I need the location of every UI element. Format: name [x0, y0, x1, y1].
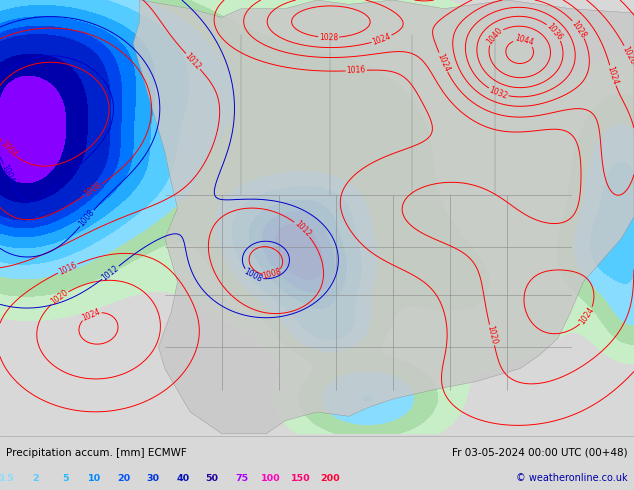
Text: 50: 50 — [205, 474, 219, 483]
Text: 1040: 1040 — [485, 26, 505, 47]
Text: 1024: 1024 — [81, 307, 102, 322]
Text: © weatheronline.co.uk: © weatheronline.co.uk — [516, 473, 628, 483]
Text: Precipitation accum. [mm] ECMWF: Precipitation accum. [mm] ECMWF — [6, 448, 187, 458]
Text: 1020: 1020 — [621, 45, 634, 66]
Text: 1032: 1032 — [488, 85, 509, 100]
Text: 40: 40 — [176, 474, 190, 483]
Text: 10: 10 — [88, 474, 101, 483]
Text: 1036: 1036 — [545, 22, 564, 42]
Text: 1012: 1012 — [100, 263, 121, 282]
Text: 1016: 1016 — [346, 66, 366, 75]
Text: 2: 2 — [32, 474, 39, 483]
Text: 20: 20 — [117, 474, 131, 483]
Text: 1020: 1020 — [49, 288, 70, 307]
Text: 75: 75 — [235, 474, 248, 483]
Text: 1012: 1012 — [292, 219, 313, 239]
Text: 200: 200 — [320, 474, 339, 483]
Text: 100: 100 — [261, 474, 281, 483]
Text: 1012: 1012 — [183, 51, 203, 72]
Text: Fr 03-05-2024 00:00 UTC (00+48): Fr 03-05-2024 00:00 UTC (00+48) — [452, 448, 628, 458]
Polygon shape — [133, 0, 634, 434]
Text: 1008: 1008 — [82, 181, 103, 199]
Text: 1020: 1020 — [486, 324, 498, 345]
Text: 1024: 1024 — [435, 52, 451, 73]
Text: 1024: 1024 — [605, 65, 620, 86]
Text: 1028: 1028 — [319, 33, 339, 42]
Text: 0.5: 0.5 — [0, 474, 15, 483]
Text: 1044: 1044 — [513, 34, 534, 48]
Text: 1024: 1024 — [578, 306, 597, 327]
Text: 1016: 1016 — [57, 260, 78, 276]
Text: 30: 30 — [147, 474, 160, 483]
Text: 150: 150 — [290, 474, 310, 483]
Text: 1008: 1008 — [261, 267, 282, 281]
Text: 5: 5 — [62, 474, 68, 483]
Text: 1008: 1008 — [242, 267, 264, 284]
Text: 1024: 1024 — [371, 32, 392, 47]
Text: 1008: 1008 — [77, 208, 96, 228]
Text: 1004: 1004 — [0, 163, 16, 185]
Text: 1004: 1004 — [0, 139, 18, 160]
Text: 1028: 1028 — [570, 19, 588, 40]
